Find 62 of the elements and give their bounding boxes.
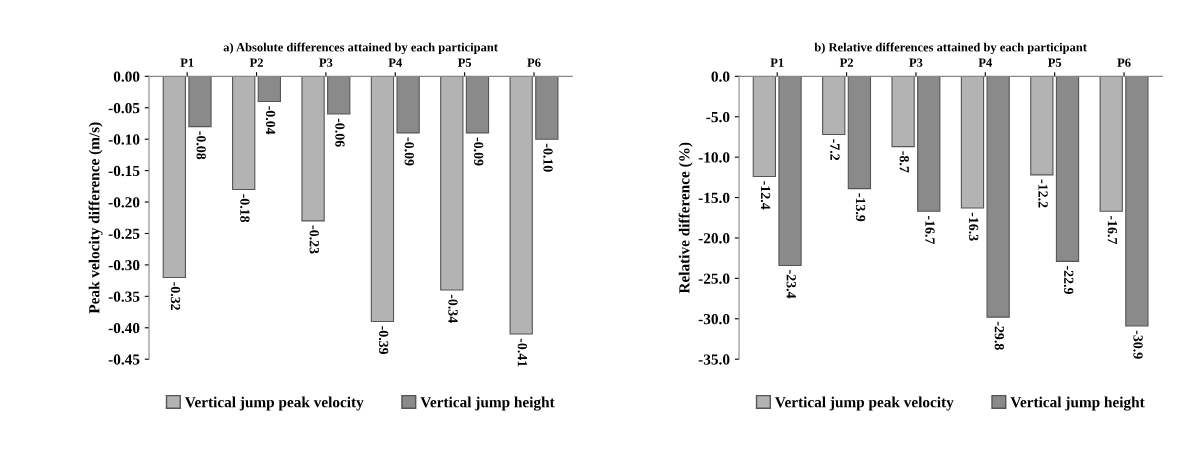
legend-label: Vertical jump height (1010, 396, 1145, 411)
x-tick-label: P4 (388, 58, 402, 67)
y-tick-label: -30.0 (698, 313, 730, 325)
x-tick-label: P1 (180, 58, 194, 67)
data-label: -22.9 (1063, 266, 1074, 294)
y-axis-title: Relative difference (%) (678, 142, 693, 294)
y-axis-title: Peak velocity difference (m/s) (88, 122, 103, 314)
data-label: -16.7 (925, 215, 935, 245)
data-label: -0.04 (265, 106, 276, 135)
x-tick-label: P6 (527, 58, 541, 67)
legend-label: Vertical jump height (420, 396, 555, 411)
x-tick-label: P5 (1047, 58, 1062, 67)
data-label: -0.23 (309, 225, 319, 254)
data-label: -0.34 (448, 294, 458, 323)
x-tick-label: P3 (909, 58, 923, 67)
data-label: -30.9 (1133, 330, 1143, 359)
data-label: -23.4 (786, 270, 796, 299)
y-tick-label: -0.05 (108, 102, 140, 114)
data-label: -0.39 (378, 326, 389, 355)
data-label: -7.2 (830, 139, 840, 161)
data-label: -8.7 (899, 151, 909, 173)
chart-title: a) Absolute differences attained by each participant (223, 42, 498, 55)
data-label: -0.18 (240, 194, 250, 223)
legend-label: Vertical jump peak velocity (185, 396, 364, 411)
x-tick-label: P4 (978, 58, 993, 67)
y-tick-label: -0.25 (108, 228, 140, 239)
x-tick-label: P5 (457, 58, 472, 67)
data-label: -16.7 (1107, 215, 1118, 245)
x-tick-label: P6 (1117, 58, 1131, 67)
y-tick-label: -0.30 (108, 260, 140, 271)
data-label: -12.2 (1038, 179, 1048, 208)
y-tick-label: -5.0 (706, 111, 730, 123)
data-label: -0.32 (170, 282, 181, 310)
data-label: -0.06 (335, 118, 345, 147)
data-label: -0.09 (473, 137, 484, 166)
y-tick-label: -20.0 (698, 233, 730, 244)
y-tick-label: -0.35 (108, 291, 140, 302)
data-label: -0.41 (517, 338, 528, 367)
y-tick-label: -0.15 (108, 165, 140, 177)
y-tick-label: -35.0 (698, 354, 730, 365)
chart-title: b) Relative differences attained by each participant (814, 42, 1087, 55)
data-label: -0.09 (404, 137, 414, 166)
data-label: -13.9 (855, 193, 866, 222)
x-tick-label: P1 (770, 58, 784, 67)
x-tick-label: P2 (839, 58, 853, 67)
y-tick-label: 0.0 (711, 71, 730, 82)
y-tick-label: -0.20 (108, 197, 140, 208)
y-tick-label: -10.0 (698, 152, 730, 163)
legend-label: Vertical jump peak velocity (775, 396, 954, 411)
x-tick-label: P3 (319, 58, 333, 67)
y-tick-label: -0.45 (108, 354, 140, 365)
data-label: -29.8 (994, 321, 1005, 350)
data-label: -12.4 (760, 181, 771, 210)
data-label: -0.10 (543, 143, 553, 172)
data-label: -16.3 (968, 212, 979, 241)
y-tick-label: 0.00 (113, 71, 140, 82)
y-tick-label: -25.0 (698, 273, 730, 284)
y-tick-label: -0.10 (108, 134, 140, 145)
data-label: -0.08 (196, 131, 206, 160)
y-tick-label: -15.0 (698, 192, 730, 204)
y-tick-label: -0.40 (108, 322, 140, 334)
x-tick-label: P2 (249, 58, 263, 67)
